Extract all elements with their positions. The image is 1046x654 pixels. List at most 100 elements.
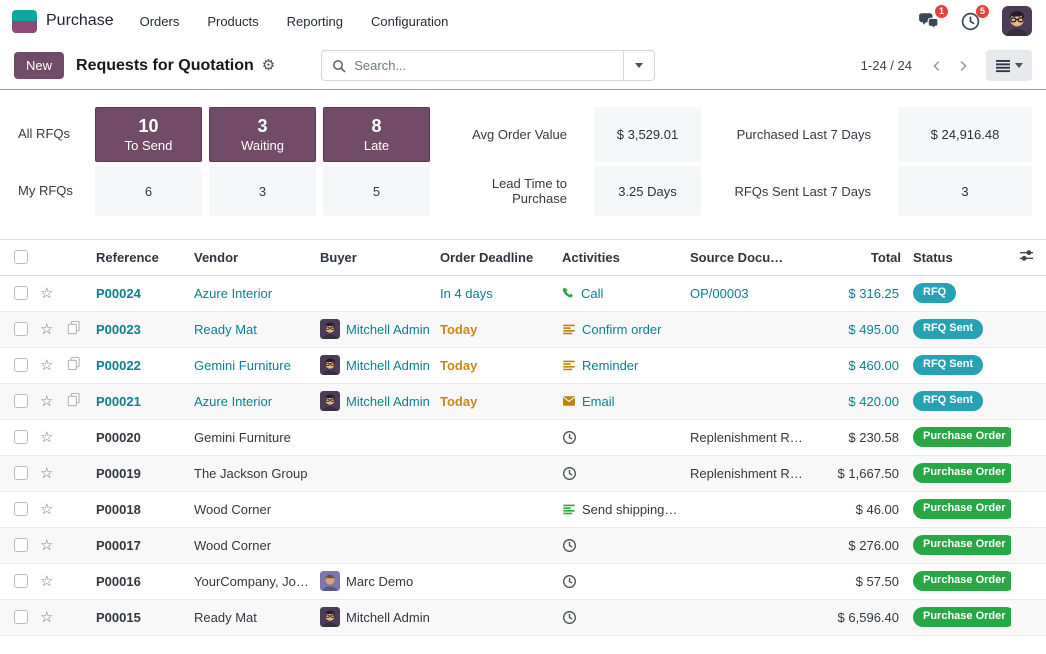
reference-link[interactable]: P00020 [96, 419, 194, 456]
activity-cell[interactable] [562, 455, 690, 492]
favorite-star-icon[interactable] [40, 465, 53, 482]
all-late-button[interactable]: 8 Late [323, 107, 430, 162]
select-all-checkbox[interactable] [14, 250, 28, 265]
activities-button[interactable]: 5 [961, 4, 989, 31]
reference-link[interactable]: P00023 [96, 311, 194, 348]
optional-columns-button[interactable] [1011, 248, 1034, 263]
my-late-count[interactable]: 5 [323, 166, 430, 216]
row-checkbox[interactable] [14, 610, 28, 624]
header-vendor[interactable]: Vendor [194, 240, 320, 276]
duplicate-icon[interactable] [66, 356, 81, 371]
row-checkbox[interactable] [14, 286, 28, 300]
row-checkbox[interactable] [14, 322, 28, 336]
reference-link[interactable]: P00016 [96, 563, 194, 600]
buyer-cell: Mitchell Admin [320, 347, 440, 384]
all-to-send-button[interactable]: 10 To Send [95, 107, 202, 162]
favorite-star-icon[interactable] [40, 393, 53, 410]
header-total[interactable]: Total [808, 240, 901, 276]
pager-next-button[interactable] [950, 52, 976, 80]
table-row[interactable]: P00018 Wood Corner Send shipping… $ 46.0… [0, 491, 1046, 528]
favorite-star-icon[interactable] [40, 609, 53, 626]
rfq-list-table: Reference Vendor Buyer Order Deadline Ac… [0, 240, 1046, 636]
clock-icon [563, 466, 576, 480]
app-switcher[interactable]: Purchase [12, 9, 114, 33]
menu-reporting[interactable]: Reporting [286, 13, 344, 29]
activity-list-icon [563, 324, 575, 334]
user-avatar[interactable] [1002, 6, 1032, 36]
source-document-cell [690, 599, 808, 636]
header-source-document[interactable]: Source Docu… [690, 240, 808, 276]
table-row[interactable]: P00024 Azure Interior In 4 days Call OP/… [0, 275, 1046, 312]
deadline-cell [440, 563, 562, 600]
duplicate-icon[interactable] [66, 320, 81, 335]
buyer-avatar [320, 319, 340, 339]
deadline-cell [440, 491, 562, 528]
action-gear-icon[interactable] [262, 58, 275, 73]
user-avatar-image [1002, 6, 1032, 36]
table-row[interactable]: P00020 Gemini Furniture Replenishment R…… [0, 419, 1046, 456]
vendor-cell: The Jackson Group [194, 455, 320, 492]
row-checkbox[interactable] [14, 430, 28, 444]
my-waiting-count[interactable]: 3 [209, 166, 316, 216]
activity-cell[interactable] [562, 563, 690, 600]
activity-cell[interactable]: Call [562, 275, 690, 312]
activity-cell[interactable] [562, 419, 690, 456]
table-row[interactable]: P00023 Ready Mat Mitchell Admin Today Co… [0, 311, 1046, 348]
reference-link[interactable]: P00024 [96, 275, 194, 312]
email-icon [563, 396, 575, 406]
table-row[interactable]: P00015 Ready Mat Mitchell Admin $ 6,596.… [0, 599, 1046, 636]
favorite-star-icon[interactable] [40, 321, 53, 338]
row-checkbox[interactable] [14, 538, 28, 552]
reference-link[interactable]: P00015 [96, 599, 194, 636]
menu-products[interactable]: Products [207, 13, 259, 29]
menu-orders[interactable]: Orders [139, 13, 180, 29]
activity-cell[interactable]: Email [562, 383, 690, 420]
view-switcher-button[interactable] [986, 50, 1032, 81]
search-input[interactable] [352, 57, 624, 74]
duplicate-icon[interactable] [66, 392, 81, 407]
header-order-deadline[interactable]: Order Deadline [440, 240, 562, 276]
table-row[interactable]: P00022 Gemini Furniture Mitchell Admin T… [0, 347, 1046, 384]
row-checkbox[interactable] [14, 502, 28, 516]
activity-cell[interactable]: Send shipping… [562, 491, 690, 528]
reference-link[interactable]: P00017 [96, 527, 194, 564]
new-button[interactable]: New [14, 52, 65, 79]
table-row[interactable]: P00021 Azure Interior Mitchell Admin Tod… [0, 383, 1046, 420]
all-waiting-button[interactable]: 3 Waiting [209, 107, 316, 162]
search-dropdown-toggle[interactable] [624, 63, 654, 68]
status-badge: Purchase Order [913, 606, 1011, 628]
row-checkbox[interactable] [14, 358, 28, 372]
menu-configuration[interactable]: Configuration [371, 13, 449, 29]
header-buyer[interactable]: Buyer [320, 240, 440, 276]
order-deadline: Today [440, 393, 478, 409]
favorite-star-icon[interactable] [40, 573, 53, 590]
reference-link[interactable]: P00021 [96, 383, 194, 420]
pager-previous-button[interactable] [924, 52, 950, 80]
row-checkbox[interactable] [14, 466, 28, 480]
table-row[interactable]: P00017 Wood Corner $ 276.00 Purchase Ord… [0, 527, 1046, 564]
favorite-star-icon[interactable] [40, 537, 53, 554]
reference-link[interactable]: P00018 [96, 491, 194, 528]
activity-cell[interactable] [562, 527, 690, 564]
clock-icon [563, 430, 576, 444]
favorite-star-icon[interactable] [40, 285, 53, 302]
activity-cell[interactable]: Reminder [562, 347, 690, 384]
reference-link[interactable]: P00022 [96, 347, 194, 384]
rfqs-sent-last-7-days-label: RFQs Sent Last 7 Days [734, 183, 871, 199]
table-row[interactable]: P00019 The Jackson Group Replenishment R… [0, 455, 1046, 492]
app-name[interactable]: Purchase [46, 12, 114, 29]
header-activities[interactable]: Activities [562, 240, 690, 276]
favorite-star-icon[interactable] [40, 501, 53, 518]
favorite-star-icon[interactable] [40, 357, 53, 374]
header-status[interactable]: Status [901, 240, 1011, 276]
my-to-send-count[interactable]: 6 [95, 166, 202, 216]
table-row[interactable]: P00016 YourCompany, Jo… Marc Demo $ 57.5… [0, 563, 1046, 600]
activity-cell[interactable]: Confirm order [562, 311, 690, 348]
reference-link[interactable]: P00019 [96, 455, 194, 492]
header-reference[interactable]: Reference [96, 240, 194, 276]
favorite-star-icon[interactable] [40, 429, 53, 446]
messages-button[interactable]: 1 [918, 4, 948, 31]
activity-cell[interactable] [562, 599, 690, 636]
row-checkbox[interactable] [14, 574, 28, 588]
row-checkbox[interactable] [14, 394, 28, 408]
